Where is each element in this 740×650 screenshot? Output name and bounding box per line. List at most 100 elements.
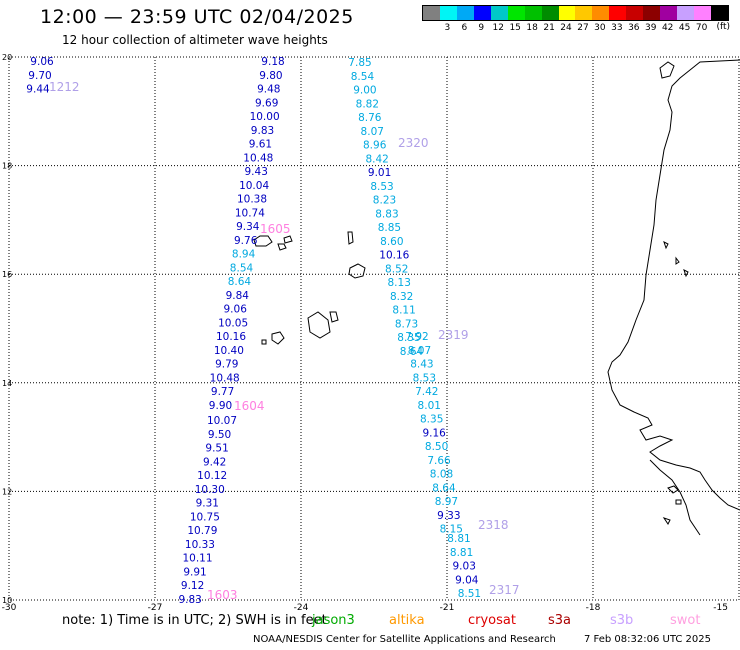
legend-label: 36 <box>628 23 640 33</box>
legend-label: 3 <box>444 23 451 33</box>
wave-height-value: 9.42 <box>203 456 226 468</box>
satellite-label-s3b: s3b <box>610 613 634 628</box>
wave-height-value: 8.83 <box>375 208 398 220</box>
wave-height-value: 8.13 <box>388 277 411 289</box>
lon-tick-label: -24 <box>294 603 309 613</box>
wave-height-value: 8.07 <box>408 345 431 357</box>
wave-height-value: 10.07 <box>207 415 237 427</box>
coast-island-north <box>659 61 675 79</box>
legend-swatch <box>575 6 593 20</box>
wave-height-value: 8.42 <box>365 153 388 165</box>
wave-height-value: 10.05 <box>218 317 248 329</box>
satellite-label-swot: swot <box>670 613 701 628</box>
legend-swatch <box>439 6 457 20</box>
satellite-label-altika: altika <box>389 613 425 628</box>
lat-tick-label: 12 <box>2 487 12 496</box>
wave-height-value: 9.03 <box>453 561 476 573</box>
wave-height-value: 9.90 <box>209 400 232 412</box>
wave-height-value: 8.43 <box>410 359 433 371</box>
wave-height-value: 8.96 <box>363 140 387 152</box>
pass-time-label: 1212 <box>49 80 80 94</box>
legend-label: 21 <box>543 23 555 33</box>
wave-height-value: 8.64 <box>228 276 252 288</box>
wave-height-value: 9.06 <box>30 56 54 68</box>
legend-label: 30 <box>594 23 606 33</box>
island-maio <box>329 311 339 323</box>
island-sao-nicolau <box>283 235 293 244</box>
legend-swatch <box>592 6 610 20</box>
wave-height-value: 10.75 <box>190 511 220 523</box>
island-sao-vicente <box>277 243 287 251</box>
wave-height-value: 9.16 <box>422 427 446 439</box>
wave-height-value: 8.82 <box>356 98 379 110</box>
wave-height-value: 10.74 <box>235 207 265 219</box>
legend-label: 9 <box>478 23 485 33</box>
lat-tick-label: 20 <box>2 53 12 62</box>
lon-tick-label: -27 <box>148 603 163 613</box>
lat-tick-label: 16 <box>2 270 12 279</box>
wave-height-value: 8.73 <box>395 318 418 330</box>
wave-height-value: 9.44 <box>26 84 50 96</box>
guinea-coast-detail <box>649 459 701 536</box>
wave-height-value: 9.00 <box>353 85 376 97</box>
island-santo-antao <box>253 235 273 247</box>
lon-tick-label: -21 <box>440 603 455 613</box>
wave-height-value: 9.01 <box>368 167 391 179</box>
wave-height-value: 9.80 <box>259 70 282 82</box>
wave-height-value: 7.66 <box>427 455 451 467</box>
island-sal <box>347 231 354 245</box>
legend-swatch <box>541 6 559 20</box>
legend-label: 24 <box>560 23 572 33</box>
wave-height-value: 10.33 <box>185 539 215 551</box>
legend-unit: (ft) <box>716 22 730 32</box>
map-frame <box>8 56 740 601</box>
wave-height-value: 9.12 <box>181 580 204 592</box>
wave-height-value: 9.18 <box>261 56 284 68</box>
wave-height-value: 10.79 <box>187 525 217 537</box>
wave-height-value: 10.00 <box>250 111 280 123</box>
wave-height-value: 8.52 <box>385 263 408 275</box>
wave-height-value: 9.48 <box>257 84 280 96</box>
lat-tick-label: 10 <box>2 596 12 605</box>
wave-height-value: 8.64 <box>432 482 456 494</box>
wave-height-value: 9.33 <box>437 510 460 522</box>
wave-height-value: 8.54 <box>351 71 375 83</box>
wave-height-value: 8.32 <box>390 291 413 303</box>
wave-height-value: 10.40 <box>214 345 244 357</box>
wave-height-value: 10.30 <box>195 484 225 496</box>
legend-swatch <box>694 6 711 20</box>
wave-height-value: 8.15 <box>440 524 463 536</box>
legend-label: 6 <box>461 23 468 33</box>
island-fogo <box>271 331 285 345</box>
legend-label: 27 <box>577 23 589 33</box>
wave-height-value: 9.91 <box>183 566 206 578</box>
satellite-label-cryosat: cryosat <box>468 613 516 628</box>
wave-height-value: 8.23 <box>373 195 396 207</box>
pass-time-label: 1604 <box>234 399 265 413</box>
wave-height-value: 9.34 <box>236 221 260 233</box>
legend-swatch <box>473 6 491 20</box>
satellite-label-s3a: s3a <box>548 613 572 628</box>
pass-time-label: 1605 <box>260 222 291 236</box>
wave-height-value: 9.51 <box>205 443 228 455</box>
wave-height-value: 10.04 <box>239 180 269 192</box>
lat-tick-label: 14 <box>2 379 12 388</box>
africa-coastline <box>607 59 740 511</box>
legend-label: 33 <box>611 23 623 33</box>
wave-height-value: 10.48 <box>243 152 273 164</box>
legend-swatch <box>626 6 644 20</box>
wave-height-value: 8.64 <box>400 346 424 358</box>
wave-height-value: 9.84 <box>226 290 250 302</box>
pass-time-label: 2319 <box>438 328 469 342</box>
wave-height-value: 9.70 <box>28 70 51 82</box>
wave-height-value: 8.50 <box>425 441 448 453</box>
wave-height-value: 10.11 <box>182 553 212 565</box>
wave-height-value: 8.53 <box>370 181 393 193</box>
island-santiago <box>307 311 331 339</box>
wave-height-value: 10.12 <box>197 470 227 482</box>
lon-tick-label: -15 <box>713 603 728 613</box>
wave-height-value: 8.81 <box>450 547 473 559</box>
coast-island-small <box>663 241 689 278</box>
map-subtitle: 12 hour collection of altimeter wave hei… <box>62 33 328 47</box>
